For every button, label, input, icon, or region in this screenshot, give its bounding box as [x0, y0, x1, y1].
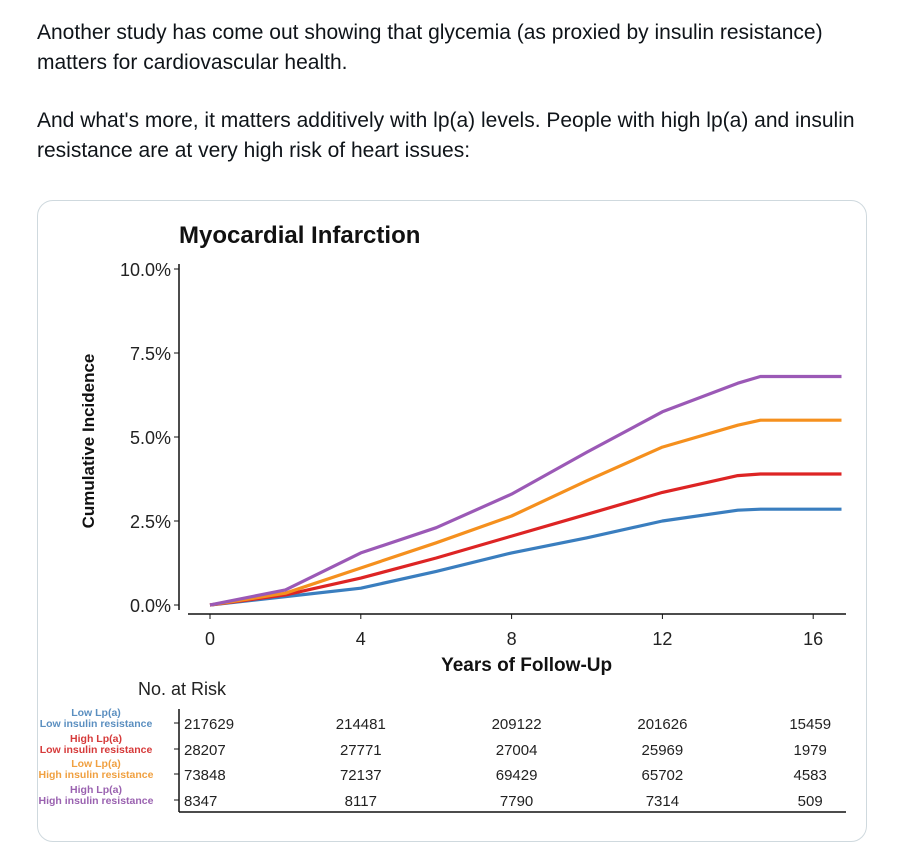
risk-value: 8117 [345, 793, 377, 810]
series-line-2 [209, 472, 842, 607]
risk-row-label-line2: High insulin resistance [39, 769, 154, 781]
y-tick-label: 7.5% [130, 344, 171, 364]
risk-value: 72137 [340, 767, 382, 784]
risk-value: 73848 [184, 767, 226, 784]
risk-value: 69429 [496, 767, 538, 784]
series-line-1 [209, 507, 842, 607]
risk-value: 7790 [500, 793, 533, 810]
risk-value: 27004 [496, 742, 538, 759]
risk-value: 217629 [184, 716, 234, 733]
risk-value: 8347 [184, 793, 217, 810]
series-line-3 [209, 418, 842, 607]
risk-value: 27771 [340, 742, 382, 759]
risk-value: 15459 [789, 716, 831, 733]
risk-value: 4583 [794, 767, 827, 784]
x-tick-label: 8 [507, 629, 517, 649]
x-tick-label: 16 [803, 629, 823, 649]
risk-value: 25969 [642, 742, 684, 759]
chart-image-card[interactable]: Myocardial Infarction Cumulative Incidenc… [37, 200, 867, 842]
x-axis-label: Years of Follow-Up [441, 655, 612, 676]
chart-title: Myocardial Infarction [179, 222, 420, 249]
y-tick-label: 5.0% [130, 428, 171, 448]
y-axis-label: Cumulative Incidence [79, 354, 98, 529]
risk-row-label-line1: High Lp(a) [70, 784, 122, 796]
risk-row-label-line1: Low Lp(a) [71, 758, 121, 770]
risk-value: 209122 [492, 716, 542, 733]
risk-row-label-line2: High insulin resistance [39, 795, 154, 807]
y-tick-label: 0.0% [130, 596, 171, 616]
post-paragraph: Another study has come out showing that … [37, 21, 823, 74]
risk-value: 201626 [637, 716, 687, 733]
risk-row-label-line2: Low insulin resistance [40, 718, 153, 730]
y-tick-label: 10.0% [120, 260, 171, 280]
risk-value: 7314 [646, 793, 679, 810]
risk-value: 509 [798, 793, 823, 810]
x-tick-label: 12 [652, 629, 672, 649]
risk-value: 65702 [642, 767, 684, 784]
risk-value: 214481 [336, 716, 386, 733]
km-chart: Myocardial Infarction Cumulative Incidenc… [39, 222, 846, 813]
risk-value: 1979 [794, 742, 827, 759]
risk-value: 28207 [184, 742, 226, 759]
risk-row-label-line2: Low insulin resistance [40, 744, 153, 756]
post-paragraph: And what's more, it matters additively w… [37, 109, 855, 162]
x-tick-label: 4 [356, 629, 366, 649]
risk-row-label-line1: Low Lp(a) [71, 707, 121, 719]
risk-row-label-line1: High Lp(a) [70, 733, 122, 745]
post-text: Another study has come out showing that … [37, 18, 857, 194]
y-tick-label: 2.5% [130, 512, 171, 532]
series-line-4 [209, 374, 842, 607]
risk-table-title: No. at Risk [138, 679, 227, 699]
x-tick-label: 0 [205, 629, 215, 649]
